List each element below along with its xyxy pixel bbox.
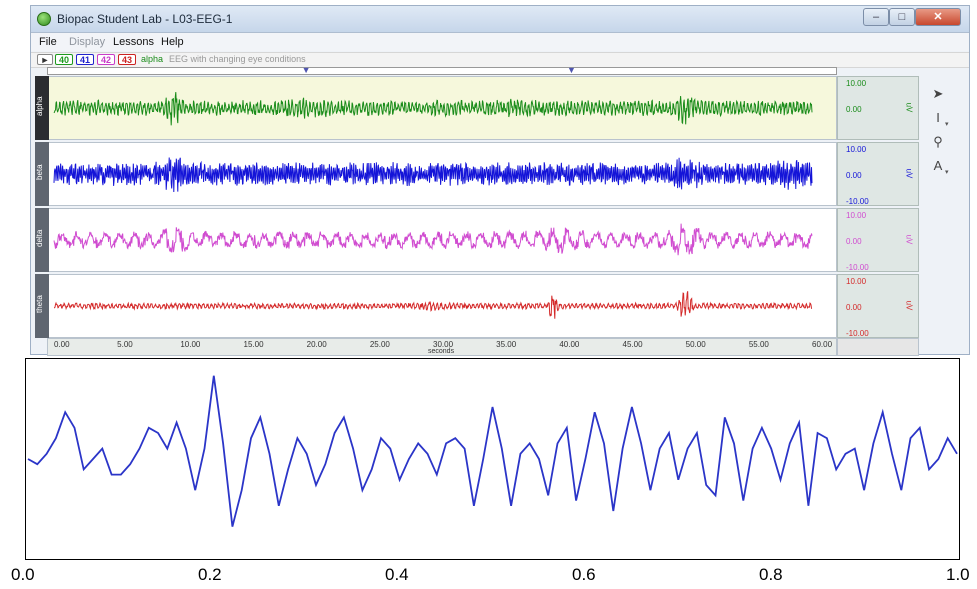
channel-label-alpha: alpha	[35, 76, 49, 140]
menu-lessons[interactable]: Lessons	[113, 36, 154, 48]
zoomed-waveform-plot	[25, 358, 960, 560]
zoom-x-tick-label: 0.2	[198, 565, 222, 584]
tool-palette: ➤ I ▾ ⚲ A ▾	[923, 76, 965, 286]
channel-beta-plot[interactable]	[47, 142, 837, 206]
channel-bar: ► 40 41 42 43 alpha EEG with changing ey…	[31, 52, 969, 68]
app-logo-icon	[37, 12, 51, 26]
channel-toggle-arrow-icon[interactable]: ►	[37, 54, 53, 65]
channel-label-theta: theta	[35, 274, 49, 338]
channel-button-43[interactable]: 43	[118, 54, 136, 65]
time-tick-label: 10.00	[180, 340, 201, 349]
event-marker-icon[interactable]: ▼	[301, 65, 311, 75]
time-tick-label: 40.00	[559, 340, 580, 349]
time-tick-label: 5.00	[117, 340, 133, 349]
scale-mid-delta: 0.00	[846, 237, 862, 246]
arrow-tool-icon[interactable]: ➤	[932, 86, 944, 101]
ibeam-tool-icon[interactable]: I	[936, 110, 940, 125]
menu-display[interactable]: Display	[69, 36, 106, 48]
time-tick-label: 15.00	[243, 340, 264, 349]
selected-channel-name: alpha	[141, 54, 164, 64]
alpha-waveform	[53, 92, 813, 126]
channel-button-42[interactable]: 42	[97, 54, 115, 65]
time-tick-label: 55.00	[748, 340, 769, 349]
scale-top-beta: 10.00	[846, 145, 867, 154]
ibeam-dropdown-caret-icon[interactable]: ▾	[945, 121, 949, 128]
time-tick-label: 20.00	[306, 340, 327, 349]
time-tick-label: 45.00	[622, 340, 643, 349]
annotate-dropdown-caret-icon[interactable]: ▾	[945, 169, 949, 176]
channel-button-41[interactable]: 41	[76, 54, 94, 65]
time-axis-label: seconds	[428, 348, 455, 355]
scale-bottom-beta: -10.00	[846, 197, 869, 206]
theta-waveform	[54, 291, 813, 319]
delta-waveform	[53, 223, 813, 256]
scale-bottom-delta: -10.00	[846, 263, 869, 272]
maximize-button[interactable]: □	[889, 8, 915, 26]
beta-waveform	[53, 157, 813, 193]
window-title: Biopac Student Lab - L03-EEG-1	[57, 12, 233, 26]
unit-beta: uV	[904, 168, 914, 179]
zoomed-waveform-line	[27, 375, 958, 527]
unit-delta: uV	[904, 234, 914, 245]
zoom-x-tick-label: 0.8	[759, 565, 783, 584]
zoom-x-tick-label: 0.4	[385, 565, 409, 584]
minimize-button[interactable]: –	[863, 8, 889, 26]
menu-bar: File Display Lessons Help	[31, 33, 969, 51]
time-axis: seconds 0.00 5.00 10.00 15.00 20.00 25.00 30.0…	[47, 338, 837, 356]
unit-theta: uV	[904, 300, 914, 311]
zoom-x-tick-label: 1.0	[946, 565, 970, 584]
time-tick-label: 35.00	[496, 340, 517, 349]
scale-panel-delta: 10.00 0.00 -10.00 uV	[837, 208, 919, 272]
scale-top-delta: 10.00	[846, 211, 867, 220]
channel-alpha-plot[interactable]	[47, 76, 837, 140]
time-tick-label: 25.00	[369, 340, 390, 349]
zoom-x-tick-label: 0.6	[572, 565, 596, 584]
scale-bottom-theta: -10.00	[846, 329, 869, 338]
close-button[interactable]: ✕	[915, 8, 961, 26]
annotate-tool-icon[interactable]: A	[933, 158, 943, 173]
time-tick-label: 60.00	[812, 340, 833, 349]
scale-mid-beta: 0.00	[846, 171, 862, 180]
event-marker-icon[interactable]: ▼	[566, 65, 576, 75]
channel-delta-plot[interactable]	[47, 208, 837, 272]
scale-panel-alpha: 10.00 0.00 uV	[837, 76, 919, 140]
zoom-tool-icon[interactable]: ⚲	[933, 134, 943, 149]
time-tick-label: 0.00	[54, 340, 70, 349]
time-tick-label: 30.00	[433, 340, 454, 349]
timeline-strip[interactable]	[47, 67, 837, 75]
axis-corner	[837, 338, 919, 356]
channel-theta-plot[interactable]	[47, 274, 837, 338]
unit-alpha: uV	[904, 102, 914, 113]
menu-help[interactable]: Help	[161, 36, 184, 48]
channel-description: EEG with changing eye conditions	[169, 54, 306, 64]
channel-label-beta: beta	[35, 142, 49, 206]
scale-mid-alpha: 0.00	[846, 105, 862, 114]
zoom-x-tick-label: 0.0	[11, 565, 35, 584]
scale-top-alpha: 10.00	[846, 79, 867, 88]
scale-mid-theta: 0.00	[846, 303, 862, 312]
channel-button-40[interactable]: 40	[55, 54, 73, 65]
time-tick-label: 50.00	[685, 340, 706, 349]
scale-panel-beta: 10.00 0.00 -10.00 uV	[837, 142, 919, 206]
biopac-window: Biopac Student Lab - L03-EEG-1 – □ ✕ Fil…	[30, 5, 970, 356]
channel-label-delta: delta	[35, 208, 49, 272]
scale-top-theta: 10.00	[846, 277, 867, 286]
menu-file[interactable]: File	[39, 36, 57, 48]
title-bar: Biopac Student Lab - L03-EEG-1 – □ ✕	[31, 6, 969, 33]
scale-panel-theta: 10.00 0.00 -10.00 uV	[837, 274, 919, 338]
